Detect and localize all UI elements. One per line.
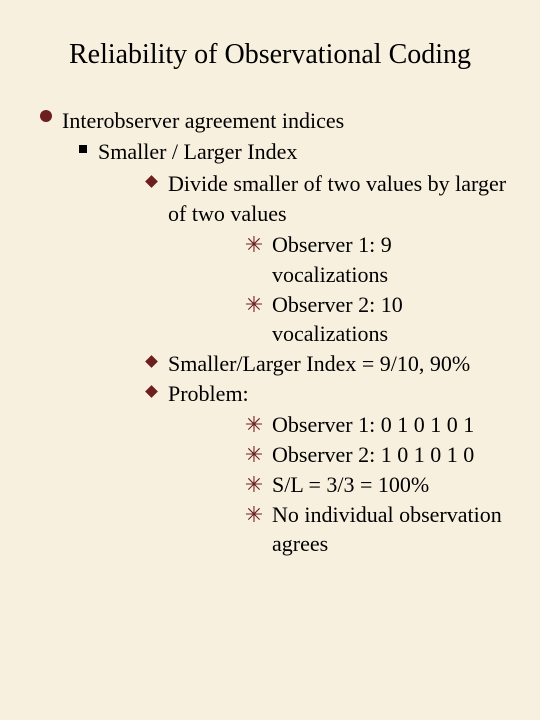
l3b-text: Smaller/Larger Index = 9/10, 90% [168, 349, 510, 379]
bullet-level3: Problem: ✳ Observer 1: 0 1 0 1 0 1 [134, 379, 510, 559]
bullet-level3: Smaller/Larger Index = 9/10, 90% [134, 349, 510, 379]
slide-title: Reliability of Observational Coding [30, 38, 510, 72]
diamond-icon [134, 349, 168, 366]
l4-text: No individual observation agrees [272, 500, 510, 559]
asterisk-icon: ✳ [236, 470, 272, 500]
asterisk-icon: ✳ [236, 290, 272, 320]
l2-text: Smaller / Larger Index [98, 137, 510, 167]
bullet-level2: Smaller / Larger Index Divide smaller of… [68, 137, 510, 559]
l4-text: Observer 1: 9 vocalizations [272, 230, 510, 289]
slide-content: Interobserver agreement indices Smaller … [30, 106, 510, 559]
bullet-level3: Divide smaller of two values by larger o… [134, 169, 510, 349]
l4-text: Observer 1: 0 1 0 1 0 1 [272, 410, 510, 440]
asterisk-icon: ✳ [236, 410, 272, 440]
l3a-text: Divide smaller of two values by larger o… [168, 169, 510, 228]
bullet-level4: ✳ Observer 2: 10 vocalizations [236, 290, 510, 349]
bullet-level1: Interobserver agreement indices Smaller … [30, 106, 510, 559]
bullet-level4: ✳ Observer 2: 1 0 1 0 1 0 [236, 440, 510, 470]
bullet-level4: ✳ Observer 1: 9 vocalizations [236, 230, 510, 289]
l4-text: Observer 2: 10 vocalizations [272, 290, 510, 349]
l3c-text: Problem: [168, 379, 510, 409]
l4-text: Observer 2: 1 0 1 0 1 0 [272, 440, 510, 470]
diamond-icon [134, 379, 168, 396]
diamond-icon [134, 169, 168, 186]
asterisk-icon: ✳ [236, 500, 272, 530]
l4-text: S/L = 3/3 = 100% [272, 470, 510, 500]
l1-text: Interobserver agreement indices [62, 106, 510, 136]
slide: Reliability of Observational Coding Inte… [0, 0, 540, 720]
square-icon [68, 137, 98, 153]
asterisk-icon: ✳ [236, 440, 272, 470]
bullet-level4: ✳ S/L = 3/3 = 100% [236, 470, 510, 500]
bullet-level4: ✳ No individual observation agrees [236, 500, 510, 559]
disc-icon [30, 106, 62, 122]
asterisk-icon: ✳ [236, 230, 272, 260]
bullet-level4: ✳ Observer 1: 0 1 0 1 0 1 [236, 410, 510, 440]
